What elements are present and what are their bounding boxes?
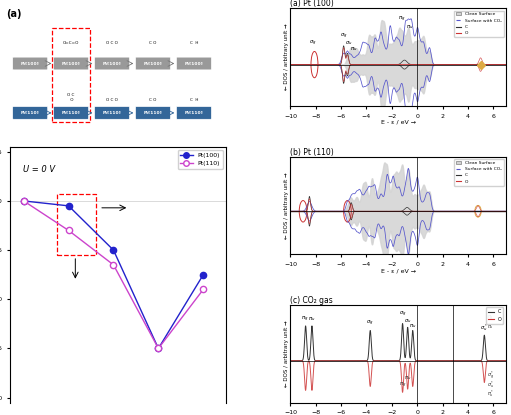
Text: $\pi_g$: $\pi_g$ [399, 381, 406, 390]
Y-axis label: ← DOS / arbitrary unit →: ← DOS / arbitrary unit → [284, 172, 289, 239]
Text: $\sigma_g$: $\sigma_g$ [340, 32, 347, 42]
Text: Pt[110]: Pt[110] [144, 111, 162, 115]
Text: $\pi_u$: $\pi_u$ [308, 315, 316, 323]
Text: Pt[100]: Pt[100] [21, 61, 39, 66]
Text: (b) Pt (110): (b) Pt (110) [290, 148, 334, 156]
Legend: C, O: C, O [486, 308, 503, 324]
Text: Pt[100]: Pt[100] [184, 61, 203, 66]
Text: O C
 O: O C O [67, 93, 75, 102]
Text: $\pi_u$: $\pi_u$ [350, 45, 357, 53]
Y-axis label: ← DOS / arbitrary unit →: ← DOS / arbitrary unit → [284, 320, 289, 387]
Text: $\sigma_g$: $\sigma_g$ [366, 319, 374, 328]
Text: $\pi_g$: $\pi_g$ [398, 15, 406, 24]
Text: C  H: C H [190, 41, 198, 45]
Text: Pt[110]: Pt[110] [184, 111, 203, 115]
FancyBboxPatch shape [95, 57, 130, 70]
Legend: Clean Surface, Surface with CO₂, C, O: Clean Surface, Surface with CO₂, C, O [454, 10, 504, 37]
Text: $\sigma_u^*$: $\sigma_u^*$ [480, 322, 489, 333]
Text: $\sigma_u$: $\sigma_u$ [345, 39, 353, 47]
FancyBboxPatch shape [54, 107, 89, 119]
Text: $\pi_g$: $\pi_g$ [301, 315, 309, 324]
Text: O C O: O C O [106, 41, 118, 45]
FancyBboxPatch shape [13, 57, 48, 70]
Text: $\pi_u$: $\pi_u$ [406, 23, 413, 31]
FancyBboxPatch shape [176, 57, 212, 70]
Text: Pt[100]: Pt[100] [144, 61, 162, 66]
Text: U = 0 V: U = 0 V [23, 166, 55, 174]
Text: (a): (a) [6, 10, 21, 20]
Legend: Clean Surface, Surface with CO₂, C, O: Clean Surface, Surface with CO₂, C, O [454, 159, 504, 186]
FancyBboxPatch shape [13, 107, 48, 119]
FancyBboxPatch shape [135, 57, 171, 70]
Text: Pt[100]: Pt[100] [103, 61, 121, 66]
Text: $\sigma_g^*$: $\sigma_g^*$ [487, 370, 495, 382]
Text: Pt[110]: Pt[110] [21, 111, 39, 115]
Text: (a) Pt (100): (a) Pt (100) [290, 0, 334, 8]
Text: $\pi_u$: $\pi_u$ [409, 322, 416, 330]
Text: $\pi_u^*$: $\pi_u^*$ [487, 388, 494, 399]
Text: Pt[100]: Pt[100] [62, 61, 80, 66]
Text: Pt[110]: Pt[110] [103, 111, 121, 115]
Text: $\sigma_g$: $\sigma_g$ [309, 39, 317, 48]
X-axis label: E - ε / eV →: E - ε / eV → [381, 120, 415, 125]
Text: C O: C O [149, 41, 157, 45]
Text: $\pi_g$: $\pi_g$ [487, 314, 494, 323]
Y-axis label: ← DOS / arbitrary unit →: ← DOS / arbitrary unit → [284, 24, 289, 90]
Legend: Pt(100), Pt(110): Pt(100), Pt(110) [178, 150, 223, 169]
Text: $\pi_u$: $\pi_u$ [404, 374, 411, 382]
Text: $\sigma_g$: $\sigma_g$ [399, 310, 406, 319]
Text: C  H: C H [190, 98, 198, 102]
FancyBboxPatch shape [176, 107, 212, 119]
Text: O=C=O: O=C=O [63, 41, 79, 45]
X-axis label: E - ε / eV →: E - ε / eV → [381, 268, 415, 273]
Text: Pt[110]: Pt[110] [62, 111, 80, 115]
Text: $\sigma_u$: $\sigma_u$ [404, 317, 411, 325]
Text: (c) CO₂ gas: (c) CO₂ gas [290, 296, 333, 305]
FancyBboxPatch shape [135, 107, 171, 119]
Text: C O: C O [149, 98, 157, 102]
FancyBboxPatch shape [54, 57, 89, 70]
FancyBboxPatch shape [95, 107, 130, 119]
Text: O C O: O C O [106, 98, 118, 102]
Text: $\sigma_u^*$: $\sigma_u^*$ [487, 379, 495, 390]
Text: $\pi_u$: $\pi_u$ [487, 323, 494, 331]
